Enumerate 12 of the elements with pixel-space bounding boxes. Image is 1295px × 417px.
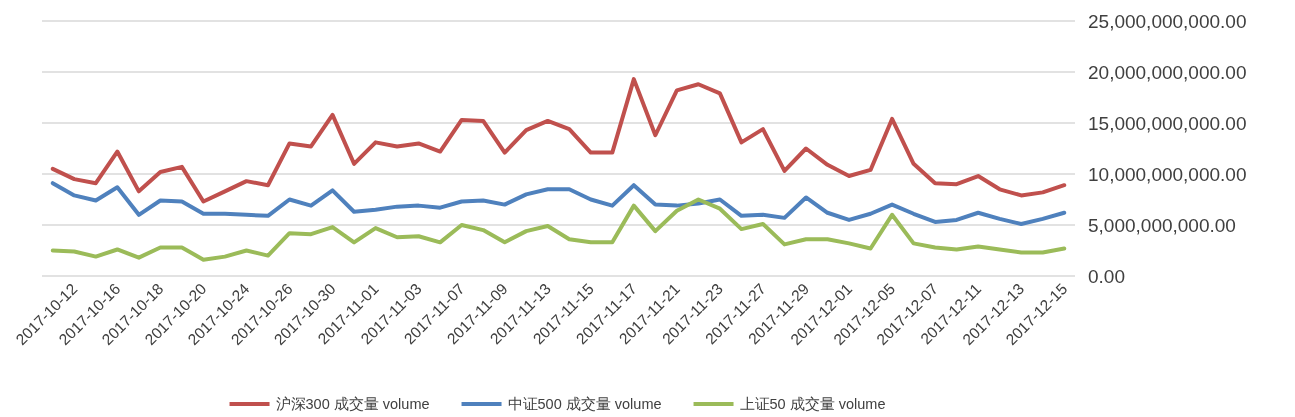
line-series xyxy=(50,197,1067,262)
legend-label: 中证500 成交量 volume xyxy=(507,396,662,412)
y-tick-label: 25,000,000,000.00 xyxy=(1088,11,1247,32)
legend-label: 沪深300 成交量 volume xyxy=(275,396,430,412)
y-tick-label: 0.00 xyxy=(1088,266,1125,287)
line-series xyxy=(50,181,1067,226)
line-series xyxy=(50,77,1067,204)
y-tick-label: 15,000,000,000.00 xyxy=(1088,113,1247,134)
y-tick-label: 10,000,000,000.00 xyxy=(1088,164,1247,185)
y-tick-label: 5,000,000,000.00 xyxy=(1088,215,1236,236)
y-tick-label: 20,000,000,000.00 xyxy=(1088,62,1247,83)
legend-label: 上证50 成交量 volume xyxy=(739,396,886,412)
